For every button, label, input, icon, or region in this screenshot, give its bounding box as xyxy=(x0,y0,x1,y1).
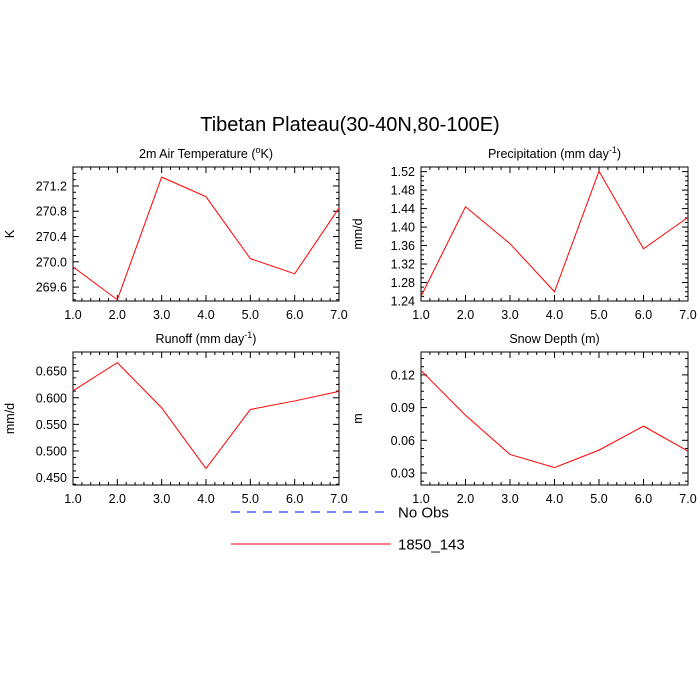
x-tick-label: 1.0 xyxy=(64,492,81,506)
series-line xyxy=(420,169,689,297)
y-tick-label: 0.600 xyxy=(36,391,67,405)
x-tick-label: 5.0 xyxy=(590,492,607,506)
series-line xyxy=(72,362,340,470)
y-axis-label: mm/d xyxy=(3,403,17,434)
y-tick-label: 0.12 xyxy=(391,368,415,382)
y-tick-label: 1.24 xyxy=(391,295,415,309)
x-tick-label: 1.0 xyxy=(64,308,81,322)
legend-item: 1850_143 xyxy=(231,537,465,554)
legend-label: 1850_143 xyxy=(398,537,465,554)
y-tick-label: 0.500 xyxy=(36,444,67,458)
y-tick-label: 271.2 xyxy=(36,179,67,193)
y-tick-label: 1.40 xyxy=(391,221,415,235)
x-tick-label: 2.0 xyxy=(457,308,474,322)
panel-title: 2m Air Temperature (oK) xyxy=(139,145,273,161)
x-tick-label: 4.0 xyxy=(546,308,563,322)
y-tick-label: 1.28 xyxy=(391,276,415,290)
y-axis-label: m xyxy=(351,413,365,423)
chart-panel: Precipitation (mm day-1) 1.0 2.0 3.0 4.0 5.0 6… xyxy=(351,145,697,322)
y-tick-label: 269.6 xyxy=(36,281,67,295)
chart-panel: Runoff (mm day-1) 1.0 2.0 3.0 4.0 5.0 6.0 7.0 0.… xyxy=(3,330,348,506)
panel-title: Precipitation (mm day-1) xyxy=(488,145,621,161)
figure-title: Tibetan Plateau(30-40N,80-100E) xyxy=(200,114,499,136)
x-tick-label: 3.0 xyxy=(153,308,170,322)
panel-title: Snow Depth (m) xyxy=(509,332,599,346)
y-tick-label: 1.36 xyxy=(391,239,415,253)
panel-title: Runoff (mm day-1) xyxy=(156,330,257,346)
y-tick-label: 0.450 xyxy=(36,471,67,485)
series-line xyxy=(420,370,689,469)
y-tick-label: 270.0 xyxy=(36,255,67,269)
panel-title-part: ) xyxy=(252,332,256,346)
x-tick-label: 2.0 xyxy=(109,492,126,506)
y-tick-label: 1.32 xyxy=(391,258,415,272)
y-tick-label: 1.44 xyxy=(391,202,415,216)
x-tick-label: 6.0 xyxy=(286,492,303,506)
x-tick-label: 3.0 xyxy=(501,308,518,322)
x-tick-label: 5.0 xyxy=(242,308,259,322)
x-tick-label: 1.0 xyxy=(412,492,429,506)
panel-title-part: Runoff (mm day xyxy=(156,332,245,346)
legend: No Obs 1850_143 xyxy=(231,505,465,554)
y-tick-label: 0.650 xyxy=(36,365,67,379)
panel-title-part: -1 xyxy=(609,145,617,155)
y-tick-label: 0.09 xyxy=(391,401,415,415)
y-axis-label: K xyxy=(3,229,17,238)
y-tick-label: 0.06 xyxy=(391,434,415,448)
x-tick-label: 6.0 xyxy=(286,308,303,322)
x-tick-label: 7.0 xyxy=(679,492,696,506)
panel-title-part: o xyxy=(255,145,260,155)
x-tick-label: 6.0 xyxy=(635,308,652,322)
plot-frame xyxy=(420,166,689,302)
x-tick-label: 2.0 xyxy=(109,308,126,322)
chart-panel: 2m Air Temperature (oK) 1.0 2.0 3.0 4.0 5.0 6.… xyxy=(3,145,348,322)
y-tick-label: 1.52 xyxy=(391,165,415,179)
panel-title-part: Precipitation (mm day xyxy=(488,147,610,161)
x-tick-label: 6.0 xyxy=(635,492,652,506)
x-tick-label: 7.0 xyxy=(330,492,347,506)
chart-panel: Snow Depth (m) 1.0 2.0 3.0 4.0 5.0 6.0 7.0 0.03 0… xyxy=(351,332,697,506)
legend-label: No Obs xyxy=(398,505,449,522)
x-tick-label: 7.0 xyxy=(330,308,347,322)
y-tick-label: 0.03 xyxy=(391,467,415,481)
y-tick-label: 0.550 xyxy=(36,418,67,432)
y-tick-label: 1.48 xyxy=(391,184,415,198)
x-tick-label: 7.0 xyxy=(679,308,696,322)
x-tick-label: 1.0 xyxy=(412,308,429,322)
plot-frame xyxy=(420,351,689,486)
panel-title-part: Snow Depth (m) xyxy=(509,332,599,346)
x-tick-label: 4.0 xyxy=(197,492,214,506)
x-tick-label: 3.0 xyxy=(153,492,170,506)
panel-title-part: -1 xyxy=(244,330,252,340)
panel-title-part: K) xyxy=(261,147,274,161)
x-tick-label: 3.0 xyxy=(501,492,518,506)
plot-frame xyxy=(72,351,340,486)
x-tick-label: 5.0 xyxy=(242,492,259,506)
series-line xyxy=(72,176,340,301)
legend-item: No Obs xyxy=(231,505,449,522)
x-tick-label: 4.0 xyxy=(546,492,563,506)
x-tick-label: 4.0 xyxy=(197,308,214,322)
y-tick-label: 270.8 xyxy=(36,205,67,219)
y-axis-label: mm/d xyxy=(351,218,365,249)
y-tick-label: 270.4 xyxy=(36,230,67,244)
panel-title-part: 2m Air Temperature ( xyxy=(139,147,256,161)
x-tick-label: 2.0 xyxy=(457,492,474,506)
plot-frame xyxy=(72,166,340,302)
x-tick-label: 5.0 xyxy=(590,308,607,322)
panel-title-part: ) xyxy=(617,147,621,161)
panels-group: 2m Air Temperature (oK)1.0 2.0 3.0 4.0 5.0 6.… xyxy=(3,145,697,506)
